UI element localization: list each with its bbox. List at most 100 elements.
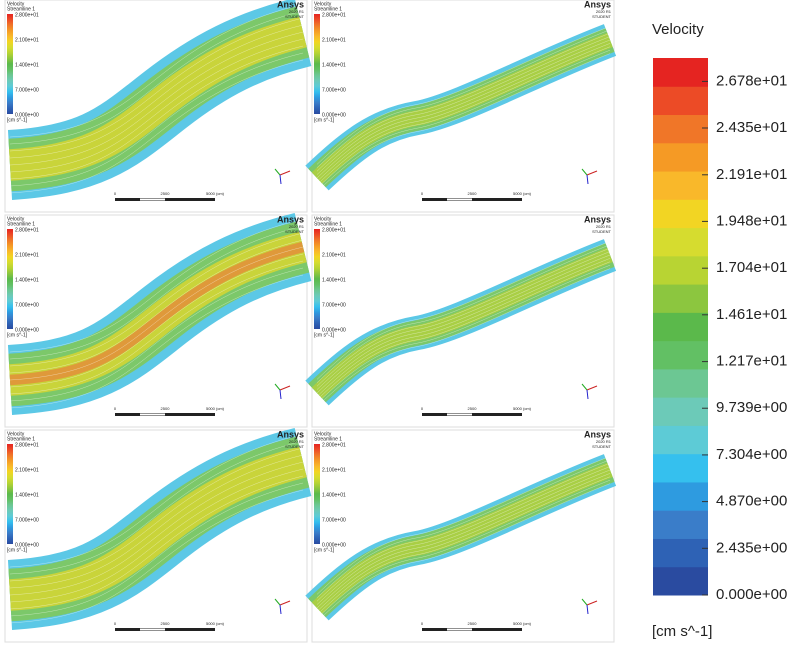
legend-label: 2.800e+01 <box>322 227 346 233</box>
streamline <box>9 260 304 395</box>
legend-unit: [cm s^-1] <box>7 547 28 553</box>
legend-unit: [cm s^-1] <box>314 117 335 123</box>
streamline <box>9 17 304 152</box>
legend-subtitle: Streamline 1 <box>314 436 342 442</box>
colorbar-label: 2.191e+01 <box>716 166 787 183</box>
scale-label: 2500 <box>468 191 478 196</box>
legend-label: 7.000e+00 <box>15 517 39 523</box>
logo-version: 2020 R1 <box>596 9 612 14</box>
colorbar-label: 2.678e+01 <box>716 72 787 89</box>
axis-z <box>279 604 282 615</box>
logo: Ansys <box>584 429 611 439</box>
axis-y <box>581 168 588 176</box>
streamline <box>316 32 611 172</box>
colorbar-band <box>653 340 708 370</box>
colorbar-label: 1.217e+01 <box>716 353 787 370</box>
legend-label: 1.400e+01 <box>322 62 346 68</box>
streamline <box>316 39 611 179</box>
axis-z <box>586 389 589 400</box>
scale-label: 2500 <box>468 406 478 411</box>
colorbar-band <box>653 199 708 229</box>
colorbar-band <box>653 255 708 285</box>
streamline <box>9 475 304 610</box>
axis-z <box>279 389 282 400</box>
legend-label: 7.000e+00 <box>15 87 39 93</box>
scale-label: 2500 <box>161 191 171 196</box>
colorbar-label: 0.000e+00 <box>716 586 787 603</box>
streamline <box>9 461 304 596</box>
legend-bar <box>7 229 13 329</box>
streamline <box>316 53 611 192</box>
legend-title: Velocity <box>314 216 332 222</box>
streamline <box>316 46 611 185</box>
axis-x <box>586 600 598 606</box>
axis-y <box>274 383 281 391</box>
legend-subtitle: Streamline 1 <box>7 221 35 227</box>
logo: Ansys <box>277 214 304 224</box>
colorbar-band <box>653 566 708 596</box>
scale-label: 0 <box>114 191 117 196</box>
colorbar-label: 7.304e+00 <box>716 446 787 463</box>
streamline <box>9 468 304 603</box>
axis-z <box>279 174 282 185</box>
streamline <box>9 31 304 166</box>
legend-label: 2.100e+01 <box>322 252 346 258</box>
legend-label: 1.400e+01 <box>15 62 39 68</box>
streamline <box>9 24 304 159</box>
logo-version: 2020 R1 <box>596 224 612 229</box>
colorbar-label: 1.461e+01 <box>716 306 787 323</box>
logo: Ansys <box>584 214 611 224</box>
colorbar-label: 4.870e+00 <box>716 493 787 510</box>
legend-label: 2.100e+01 <box>15 252 39 258</box>
legend-label: 0.000e+00 <box>322 542 346 548</box>
colorbar-label: 2.435e+01 <box>716 119 787 136</box>
colorbar-band <box>653 510 708 539</box>
streamline <box>9 38 304 173</box>
colorbar-title: Velocity <box>652 21 704 38</box>
streamline <box>316 469 611 609</box>
streamline <box>9 482 304 617</box>
scale-label: 2500 <box>161 406 171 411</box>
scale-bar-gap <box>447 198 472 201</box>
colorbar-band <box>653 114 708 144</box>
streamline <box>316 247 611 387</box>
legend-bar <box>314 444 320 544</box>
colorbar-band <box>653 425 708 455</box>
colorbar-band <box>653 171 708 200</box>
logo: Ansys <box>277 0 304 9</box>
scale-label: 5000 (cm) <box>206 406 225 411</box>
colorbar-band <box>653 312 708 342</box>
logo-version: 2020 R1 <box>596 439 612 444</box>
scale-bar-gap <box>447 413 472 416</box>
logo-edition: STUDENT <box>285 444 304 449</box>
legend-unit: [cm s^-1] <box>314 332 335 338</box>
streamline <box>316 483 611 622</box>
legend-unit: [cm s^-1] <box>7 332 28 338</box>
streamline <box>9 246 304 381</box>
legend-label: 2.100e+01 <box>322 37 346 43</box>
scale-label: 0 <box>421 191 424 196</box>
legend-label: 2.800e+01 <box>322 12 346 18</box>
streamline <box>316 251 611 390</box>
colorbar-label: 1.948e+01 <box>716 212 787 229</box>
colorbar-band <box>653 481 708 511</box>
streamline <box>9 433 304 568</box>
axis-y <box>581 598 588 606</box>
logo-edition: STUDENT <box>592 444 611 449</box>
legend-label: 2.100e+01 <box>15 37 39 43</box>
legend-unit: [cm s^-1] <box>314 547 335 553</box>
colorbar-unit: [cm s^-1] <box>652 623 712 640</box>
streamline <box>316 479 611 619</box>
streamline <box>316 462 611 602</box>
colorbar-band <box>653 538 708 568</box>
streamline <box>316 459 611 598</box>
legend-title: Velocity <box>7 1 25 7</box>
streamline <box>316 466 611 605</box>
scale-label: 5000 (cm) <box>513 191 532 196</box>
